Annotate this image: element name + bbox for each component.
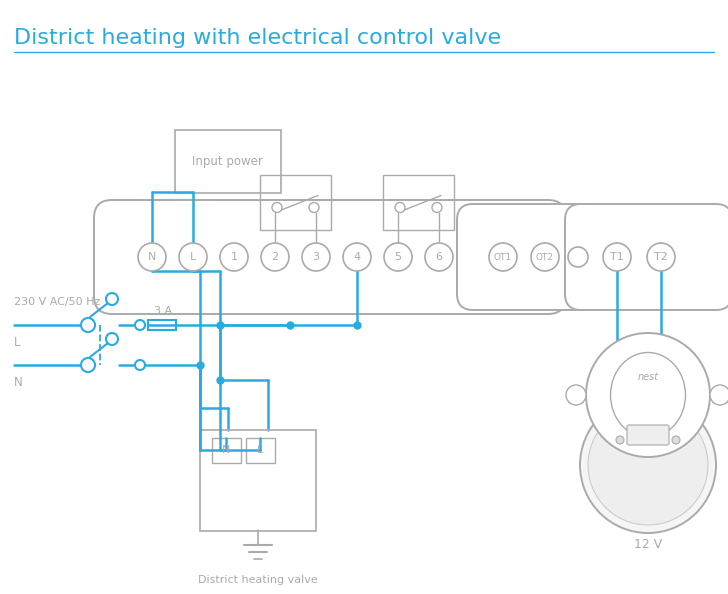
Circle shape xyxy=(580,397,716,533)
Text: 3: 3 xyxy=(312,252,320,262)
Circle shape xyxy=(672,436,680,444)
Text: 12 V: 12 V xyxy=(634,539,662,551)
FancyBboxPatch shape xyxy=(627,425,669,445)
Circle shape xyxy=(179,243,207,271)
Text: 3 A: 3 A xyxy=(154,306,172,316)
Circle shape xyxy=(710,385,728,405)
Circle shape xyxy=(568,247,588,267)
Circle shape xyxy=(647,243,675,271)
Circle shape xyxy=(588,405,708,525)
Circle shape xyxy=(395,203,405,213)
Circle shape xyxy=(135,360,145,370)
Text: L: L xyxy=(257,445,263,455)
Circle shape xyxy=(603,243,631,271)
Text: Input power: Input power xyxy=(192,154,263,168)
FancyBboxPatch shape xyxy=(565,204,728,310)
Text: 5: 5 xyxy=(395,252,402,262)
Circle shape xyxy=(81,358,95,372)
Text: T2: T2 xyxy=(654,252,668,262)
Circle shape xyxy=(135,320,145,330)
Circle shape xyxy=(106,333,118,345)
Circle shape xyxy=(425,243,453,271)
Text: nest: nest xyxy=(639,446,657,454)
FancyBboxPatch shape xyxy=(94,200,566,314)
Circle shape xyxy=(489,243,517,271)
FancyBboxPatch shape xyxy=(457,204,597,310)
Circle shape xyxy=(432,203,442,213)
Text: nest: nest xyxy=(638,372,659,382)
Circle shape xyxy=(138,243,166,271)
Text: 4: 4 xyxy=(353,252,360,262)
Text: N: N xyxy=(14,377,23,390)
Circle shape xyxy=(343,243,371,271)
Text: OT2: OT2 xyxy=(536,252,554,261)
Circle shape xyxy=(531,243,559,271)
Circle shape xyxy=(309,203,319,213)
Text: 6: 6 xyxy=(435,252,443,262)
Text: N: N xyxy=(222,445,230,455)
Text: T1: T1 xyxy=(610,252,624,262)
Text: L: L xyxy=(14,336,20,349)
Circle shape xyxy=(261,243,289,271)
Circle shape xyxy=(81,318,95,332)
Text: 1: 1 xyxy=(231,252,237,262)
Circle shape xyxy=(616,436,624,444)
Circle shape xyxy=(302,243,330,271)
Circle shape xyxy=(586,333,710,457)
Circle shape xyxy=(384,243,412,271)
Circle shape xyxy=(566,385,586,405)
Circle shape xyxy=(106,293,118,305)
Circle shape xyxy=(220,243,248,271)
Circle shape xyxy=(272,203,282,213)
Text: L: L xyxy=(190,252,196,262)
Text: 230 V AC/50 Hz: 230 V AC/50 Hz xyxy=(14,297,100,307)
Text: 2: 2 xyxy=(272,252,279,262)
Text: OT1: OT1 xyxy=(494,252,512,261)
Text: N: N xyxy=(148,252,157,262)
Text: District heating valve: District heating valve xyxy=(197,575,317,585)
Text: District heating with electrical control valve: District heating with electrical control… xyxy=(14,28,501,48)
